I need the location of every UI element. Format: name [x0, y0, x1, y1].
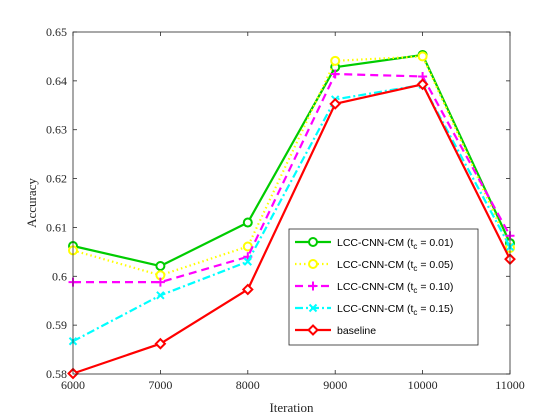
x-tick-label: 8000 [236, 378, 260, 392]
legend-entry: LCC-CNN-CM (tc = 0.15) [337, 303, 453, 317]
data-point [155, 261, 166, 272]
legend-entry: LCC-CNN-CM (tc = 0.10) [337, 281, 453, 295]
series-2 [68, 51, 515, 281]
x-tick-label: 7000 [148, 378, 172, 392]
data-point [330, 55, 341, 66]
y-axis-label: Accuracy [24, 178, 39, 228]
data-point [156, 291, 165, 300]
data-point [155, 277, 165, 287]
y-tick-label: 0.63 [46, 123, 67, 137]
y-tick-label: 0.58 [46, 367, 67, 381]
y-tick-label: 0.61 [46, 220, 67, 234]
x-tick-label: 6000 [61, 378, 85, 392]
legend-marker [308, 237, 318, 247]
x-tick-label: 10000 [408, 378, 438, 392]
data-point [416, 78, 429, 91]
legend-entry: LCC-CNN-CM (tc = 0.01) [337, 237, 453, 251]
legend-box [288, 228, 479, 346]
y-tick-label: 0.62 [46, 172, 67, 186]
y-tick-label: 0.6 [52, 269, 67, 283]
x-tick-label: 9000 [323, 378, 347, 392]
series-line [72, 83, 511, 375]
y-tick-label: 0.59 [46, 318, 67, 332]
data-point [154, 337, 167, 350]
data-point [329, 97, 342, 110]
plot-frame [72, 31, 511, 375]
legend: LCC-CNN-CM (tc = 0.01) LCC-CNN-CM (tc = 0… [288, 228, 479, 346]
series-line [73, 72, 511, 284]
legend-marker [308, 303, 318, 313]
x-axis-label: Iteration [269, 400, 314, 415]
data-point [330, 69, 340, 79]
legend-entry: LCC-CNN-CM (tc = 0.05) [337, 259, 453, 273]
data-point [417, 51, 428, 62]
legend-marker [308, 259, 318, 269]
y-tick-label: 0.65 [46, 25, 67, 39]
legend-entry: baseline [337, 325, 376, 337]
series-line [72, 83, 511, 343]
x-tick-label: 11000 [495, 378, 525, 392]
data-point [241, 283, 254, 296]
data-point [242, 217, 253, 228]
data-point [243, 257, 253, 266]
legend-marker [308, 281, 318, 291]
y-tick-label: 0.64 [46, 74, 67, 88]
legend-marker [307, 324, 319, 336]
